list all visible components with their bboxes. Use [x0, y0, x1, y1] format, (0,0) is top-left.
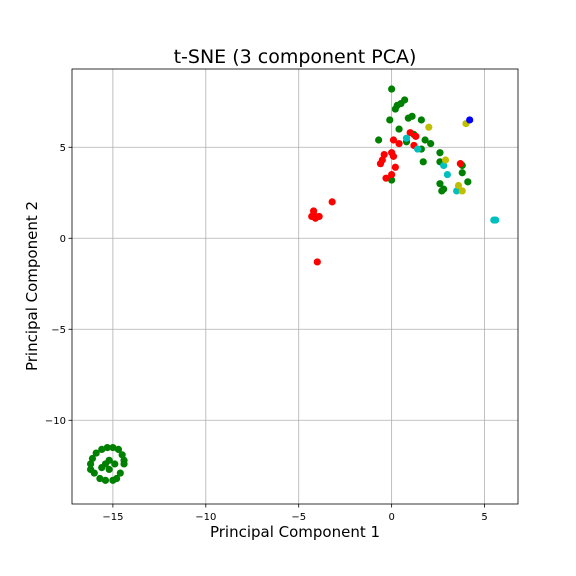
data-point — [101, 460, 110, 468]
data-point — [109, 443, 117, 452]
data-point — [118, 451, 126, 459]
data-point — [380, 150, 388, 159]
data-point — [406, 129, 414, 137]
data-point — [382, 174, 390, 182]
x-tick-label: −10 — [195, 512, 216, 523]
data-point — [309, 211, 318, 219]
x-tick-label: −5 — [291, 512, 306, 523]
x-tick-label: 0 — [388, 512, 394, 523]
data-point — [90, 469, 98, 477]
data-point — [375, 136, 383, 144]
data-point — [395, 125, 403, 133]
data-point — [376, 160, 385, 168]
data-point — [402, 134, 411, 142]
data-point — [408, 112, 416, 120]
data-point — [103, 443, 111, 452]
y-axis-label: Principal Component 2 — [23, 201, 41, 371]
data-point — [464, 178, 472, 186]
data-point — [120, 460, 128, 468]
data-point — [421, 136, 429, 144]
y-tick-label: −5 — [51, 325, 66, 336]
data-point — [443, 170, 451, 179]
chart-title: t-SNE (3 component PCA) — [174, 46, 417, 68]
y-tick-label: 0 — [60, 234, 66, 245]
data-point — [458, 169, 466, 177]
data-point — [391, 163, 399, 171]
data-point — [388, 85, 396, 93]
y-tick-label: −10 — [45, 416, 66, 427]
data-point — [88, 454, 97, 463]
x-axis-label: Principal Component 1 — [210, 523, 380, 541]
plot-frame — [71, 68, 519, 505]
x-tick-label: 5 — [481, 512, 487, 523]
data-point — [389, 136, 398, 144]
data-point — [417, 116, 425, 124]
data-point — [101, 476, 110, 484]
data-point — [328, 198, 336, 206]
data-point — [436, 149, 444, 157]
data-point — [412, 132, 420, 140]
data-point — [116, 469, 124, 477]
data-point — [453, 187, 461, 195]
grid — [72, 69, 518, 504]
data-point — [109, 476, 117, 484]
data-point — [111, 460, 119, 468]
data-point — [441, 156, 450, 164]
data-point — [92, 449, 100, 457]
data-points — [86, 85, 500, 484]
data-point — [458, 187, 466, 195]
data-point — [389, 152, 398, 160]
data-point — [401, 96, 409, 104]
data-point — [440, 185, 448, 193]
data-point — [492, 216, 500, 224]
data-point — [425, 123, 433, 131]
data-point — [386, 116, 394, 124]
data-point — [414, 145, 422, 153]
data-point — [427, 140, 435, 148]
data-point — [395, 140, 403, 148]
data-point — [419, 158, 427, 166]
data-point — [96, 474, 104, 483]
x-tick-label: −15 — [102, 512, 123, 523]
data-point — [86, 460, 95, 468]
data-point — [436, 180, 444, 188]
data-point — [388, 176, 396, 184]
axis-ticks: −15 −10 −5 0 5 −10 −5 0 5 — [45, 143, 488, 523]
data-point — [456, 160, 464, 168]
data-point — [315, 212, 323, 221]
data-point — [313, 258, 321, 266]
data-point — [454, 181, 463, 190]
data-point — [388, 170, 396, 179]
data-point — [114, 445, 123, 453]
data-point — [440, 161, 448, 170]
data-point — [466, 116, 474, 124]
y-tick-label: 5 — [60, 143, 66, 154]
data-point — [98, 445, 106, 453]
data-point — [105, 465, 113, 474]
